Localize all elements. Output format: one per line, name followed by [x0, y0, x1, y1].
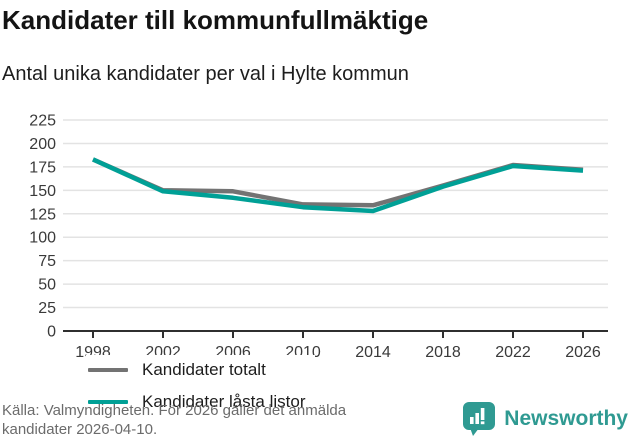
legend-label: Kandidater låsta listor — [142, 392, 306, 411]
legend-label: Kandidater totalt — [142, 360, 266, 379]
legend-item-lasta-listor: Kandidater låsta listor — [88, 391, 305, 413]
x-axis-tick-label: 2026 — [565, 344, 601, 361]
y-axis-tick-label: 50 — [38, 277, 56, 294]
y-axis-tick-label: 100 — [29, 230, 56, 247]
y-axis-tick-label: 225 — [29, 113, 56, 130]
x-axis-tick-label: 2014 — [355, 344, 391, 361]
source-note: Källa: Valmyndigheten. För 2026 gäller d… — [2, 401, 346, 439]
legend-swatch-teal — [88, 400, 128, 404]
chart-subtitle: Antal unika kandidater per val i Hylte k… — [2, 63, 409, 85]
y-axis-tick-label: 75 — [38, 253, 56, 270]
chart-area: 0 25 50 75 100 125 150 175 200 225 1998 2002 2006 201… — [0, 100, 631, 417]
y-axis-tick-label: 125 — [29, 206, 56, 223]
x-axis-tick-label: 2022 — [495, 344, 531, 361]
x-axis-tick-label: 2018 — [425, 344, 461, 361]
y-axis-tick-label: 25 — [38, 300, 56, 317]
y-axis-tick-label: 200 — [29, 136, 56, 153]
brand-name: Newsworthy — [504, 406, 628, 430]
source-note-line1: Källa: Valmyndigheten. För 2026 gäller d… — [2, 402, 347, 419]
legend-item-totalt: Kandidater totalt — [88, 359, 305, 381]
chart-legend: Kandidater totalt Kandidater låsta listo… — [86, 355, 316, 417]
y-axis-tick-label: 150 — [29, 183, 56, 200]
series-line-1 — [92, 157, 584, 214]
legend-swatch-gray — [88, 368, 128, 372]
y-axis-tick-label: 0 — [47, 324, 56, 341]
bar-chart-speech-bubble-icon — [463, 402, 496, 436]
newsworthy-brand: Newsworthy — [462, 401, 628, 436]
source-note-line2: kandidater 2026-04-10. — [2, 421, 158, 438]
page-title: Kandidater till kommunfullmäktige — [2, 5, 429, 35]
y-axis-tick-label: 175 — [29, 159, 56, 176]
